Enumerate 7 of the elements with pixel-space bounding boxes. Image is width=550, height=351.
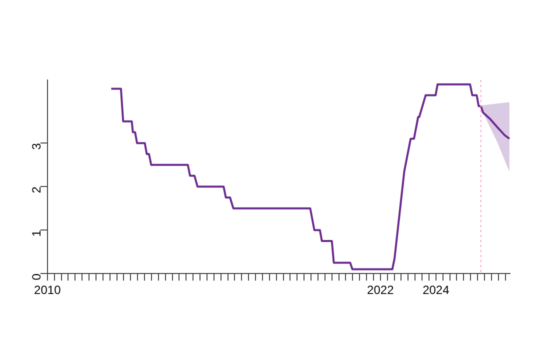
x-tick-label: 2022 — [367, 283, 394, 298]
x-tick-label: 2024 — [422, 283, 450, 298]
x-tick-label: 2010 — [34, 283, 62, 298]
y-tick-label: 1 — [30, 230, 44, 237]
y-tick-label: 0 — [30, 273, 44, 280]
y-tick-label: 2 — [30, 186, 44, 194]
y-tick-label: 3 — [30, 142, 44, 150]
